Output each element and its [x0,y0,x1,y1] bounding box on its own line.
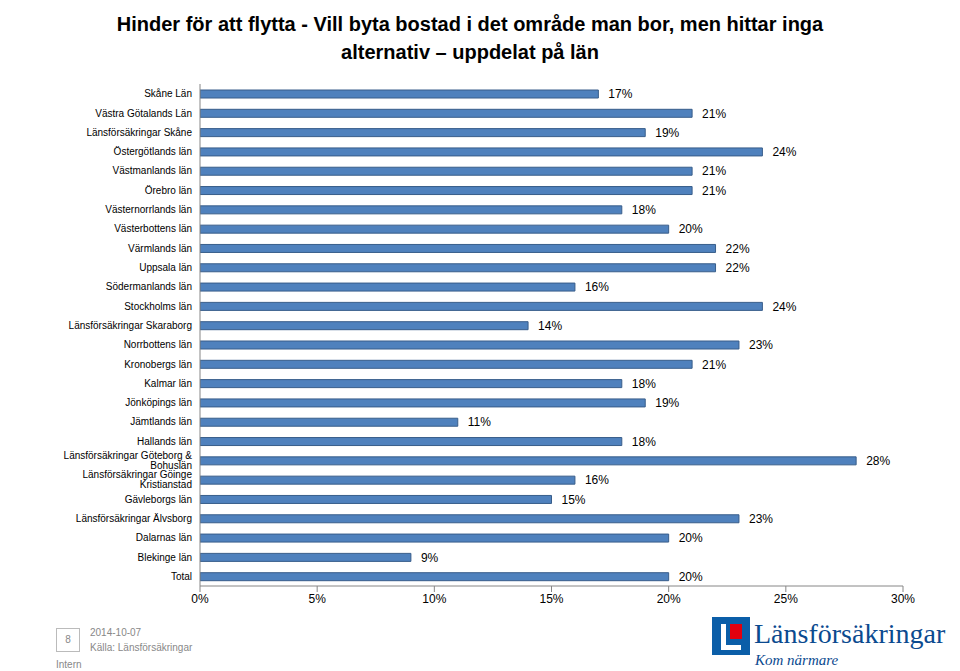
svg-text:Länsförsäkringar Göteborg &Boh: Länsförsäkringar Göteborg &Bohuslän [64,450,193,471]
svg-text:18%: 18% [632,377,656,391]
svg-text:9%: 9% [421,551,439,565]
svg-text:Kronobergs län: Kronobergs län [124,359,192,370]
svg-text:Västernorrlands län: Västernorrlands län [105,204,192,215]
svg-text:Länsförsäkringar Skaraborg: Länsförsäkringar Skaraborg [69,320,192,331]
svg-text:Norrbottens län: Norrbottens län [124,339,192,350]
svg-text:Västmanlands län: Västmanlands län [113,165,193,176]
svg-text:17%: 17% [608,87,632,101]
svg-text:30%: 30% [891,592,915,606]
svg-text:10%: 10% [422,592,446,606]
svg-text:24%: 24% [772,300,796,314]
svg-text:22%: 22% [726,242,750,256]
html-text:Hinder för att flytta - Vill b: Hinder för att flytta - Vill byta bostad… [116,13,824,63]
svg-text:19%: 19% [655,126,679,140]
svg-text:Jämtlands län: Jämtlands län [130,416,192,427]
svg-text:18%: 18% [632,435,656,449]
svg-text:Västra Götalands Län: Västra Götalands Län [95,108,192,119]
svg-text:16%: 16% [585,280,609,294]
svg-text:Västerbottens län: Västerbottens län [114,223,192,234]
svg-text:25%: 25% [774,592,798,606]
svg-text:20%: 20% [679,531,703,545]
svg-text:Uppsala län: Uppsala län [139,262,192,273]
svg-text:21%: 21% [702,107,726,121]
svg-text:Hallands län: Hallands län [137,436,192,447]
svg-text:Skåne Län: Skåne Län [144,88,192,99]
svg-text:Länsförsäkringar GöingeKristia: Länsförsäkringar GöingeKristianstad [82,469,192,490]
html-text:8: 8 [65,634,71,645]
svg-text:21%: 21% [702,164,726,178]
html-text:Kom närmare: Kom närmare [755,652,839,668]
svg-text:21%: 21% [702,184,726,198]
html-text:Källa: Länsförsäkringar: Källa: Länsförsäkringar [90,642,193,653]
svg-text:Örebro län: Örebro län [145,185,192,196]
svg-text:Dalarnas län: Dalarnas län [136,532,192,543]
svg-text:Jönköpings län: Jönköpings län [125,397,192,408]
svg-text:23%: 23% [749,338,773,352]
svg-text:28%: 28% [866,454,890,468]
svg-text:18%: 18% [632,203,656,217]
svg-text:20%: 20% [679,570,703,584]
svg-text:15%: 15% [562,493,586,507]
svg-text:Kalmar län: Kalmar län [144,378,192,389]
svg-text:15%: 15% [539,592,563,606]
html-text:Intern: Intern [56,659,82,670]
svg-text:5%: 5% [308,592,326,606]
svg-text:0%: 0% [191,592,209,606]
svg-text:11%: 11% [468,415,491,429]
svg-text:Total: Total [171,571,192,582]
svg-text:Stockholms län: Stockholms län [124,301,192,312]
svg-text:14%: 14% [538,319,562,333]
svg-text:16%: 16% [585,473,609,487]
svg-text:Blekinge län: Blekinge län [138,552,192,563]
svg-text:20%: 20% [679,222,703,236]
svg-text:23%: 23% [749,512,773,526]
svg-text:Länsförsäkringar Älvsborg: Länsförsäkringar Älvsborg [76,513,192,524]
svg-text:19%: 19% [655,396,679,410]
svg-text:Länsförsäkringar Skåne: Länsförsäkringar Skåne [86,127,192,138]
svg-text:22%: 22% [726,261,750,275]
svg-text:21%: 21% [702,358,726,372]
html-text:2014-10-07: 2014-10-07 [90,627,142,638]
html-text:Länsförsäkringar: Länsförsäkringar [754,618,946,649]
svg-text:24%: 24% [772,145,796,159]
svg-text:Södermanlands län: Södermanlands län [106,281,192,292]
svg-text:Värmlands län: Värmlands län [128,243,192,254]
svg-text:20%: 20% [657,592,681,606]
svg-text:Gävleborgs län: Gävleborgs län [125,494,192,505]
svg-text:Östergötlands län: Östergötlands län [114,146,192,157]
